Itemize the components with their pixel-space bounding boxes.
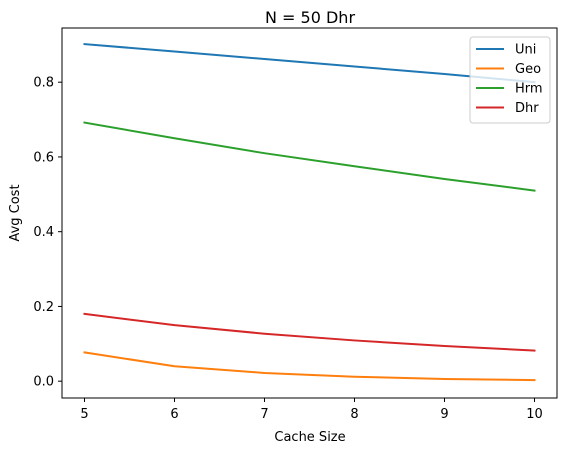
x-tick-label: 7 [260,407,268,422]
legend: Uni Geo Hrm Dhr [469,36,551,124]
legend-label-geo: Geo [515,62,541,77]
x-tick-label: 10 [526,407,543,422]
series-line-dhr [83,312,536,352]
axes-frame [61,27,558,399]
series-line-geo [83,351,536,382]
series-layer [83,42,536,382]
y-tick-label: 0.0 [33,375,54,390]
legend-box [469,36,551,124]
y-tick-label: 0.8 [33,76,54,91]
legend-label-dhr: Dhr [515,101,539,116]
chart-title: N = 50 Dhr [265,8,355,27]
y-tick-label: 0.4 [33,225,54,240]
axes-layer: 5 6 7 8 9 10 0.0 0.2 0.4 0.6 0.8 [33,27,558,422]
y-axis-title: Avg Cost [8,184,23,241]
y-tick-label: 0.6 [33,150,54,165]
x-axis-title: Cache Size [274,430,345,445]
x-tick-label: 8 [350,407,358,422]
series-line-uni [83,42,536,84]
x-tick-label: 6 [170,407,178,422]
legend-label-hrm: Hrm [515,82,543,97]
legend-label-uni: Uni [515,43,536,58]
y-tick-label: 0.2 [33,300,54,315]
x-tick-label: 5 [80,407,88,422]
series-line-hrm [83,121,536,192]
x-tick-label: 9 [440,407,448,422]
